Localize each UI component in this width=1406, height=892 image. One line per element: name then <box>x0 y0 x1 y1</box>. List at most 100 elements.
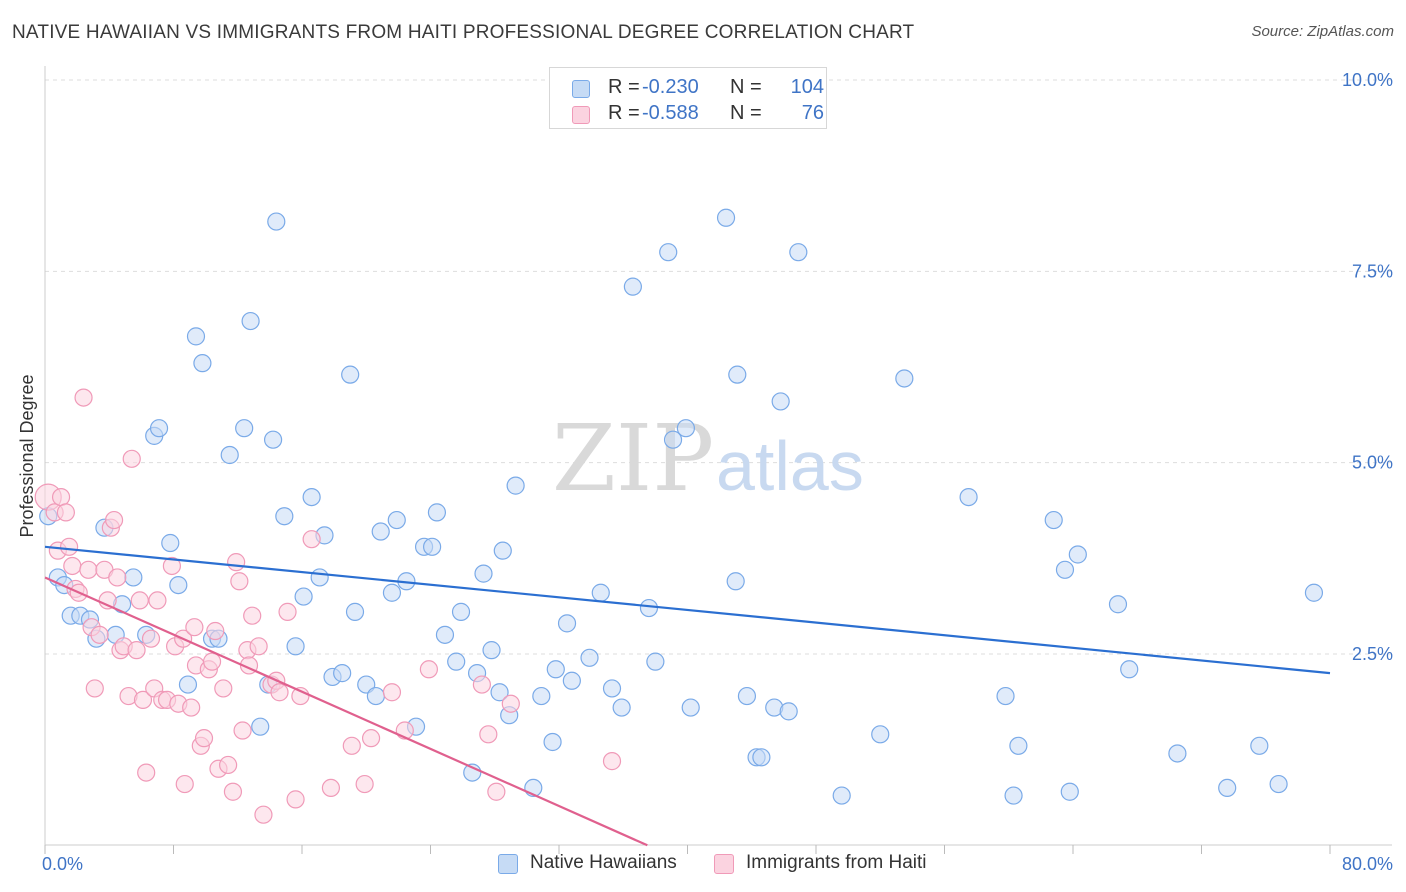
point-native-hawaiians <box>716 208 736 227</box>
point-native-hawaiians <box>612 698 631 717</box>
point-native-hawaiians <box>1108 595 1128 614</box>
point-native-hawaiians <box>451 602 471 621</box>
point-immigrants-from-haiti <box>278 602 297 621</box>
point-immigrants-from-haiti <box>321 778 341 798</box>
point-native-hawaiians <box>490 683 509 702</box>
point-native-hawaiians <box>447 652 466 671</box>
point-native-hawaiians <box>623 277 642 296</box>
point-native-hawaiians <box>779 702 798 721</box>
point-immigrants-from-haiti <box>79 560 98 579</box>
y-tick-label: 7.5% <box>1352 261 1393 281</box>
point-immigrants-from-haiti <box>342 736 361 755</box>
x-tick-label: 0.0% <box>42 854 83 874</box>
trend-lines <box>44 545 1331 847</box>
point-immigrants-from-haiti <box>501 694 520 713</box>
point-native-hawaiians <box>771 392 790 411</box>
point-immigrants-from-haiti <box>233 721 252 740</box>
point-immigrants-from-haiti <box>472 675 491 694</box>
point-native-hawaiians <box>371 522 390 541</box>
point-native-hawaiians <box>1068 545 1087 564</box>
point-native-hawaiians <box>1304 583 1324 602</box>
point-native-hawaiians <box>1060 782 1079 801</box>
legend-swatch-immigrants-from-haiti <box>714 854 734 874</box>
point-immigrants-from-haiti <box>419 660 438 679</box>
stats-n-value: 76 <box>801 102 824 124</box>
point-native-hawaiians <box>193 354 212 373</box>
point-native-hawaiians <box>663 430 683 449</box>
point-native-hawaiians <box>602 679 622 698</box>
point-native-hawaiians <box>302 487 321 507</box>
point-native-hawaiians <box>186 327 206 346</box>
point-immigrants-from-haiti <box>479 725 498 744</box>
point-immigrants-from-haiti <box>286 790 305 809</box>
point-native-hawaiians <box>235 419 254 438</box>
point-immigrants-from-haiti <box>85 679 104 698</box>
stats-n-value: 104 <box>790 76 824 98</box>
point-native-hawaiians <box>267 212 286 231</box>
point-native-hawaiians <box>646 652 665 671</box>
point-native-hawaiians <box>493 541 512 560</box>
stats-r-label: R = <box>608 102 640 124</box>
stats-n-label: N = <box>730 76 762 98</box>
point-immigrants-from-haiti <box>185 618 204 637</box>
trend-line-native-hawaiians <box>44 545 1331 675</box>
point-native-hawaiians <box>310 568 329 587</box>
tick-labels: 2.5% 5.0% 7.5% 10.0% 0.0% 80.0% <box>42 70 1393 874</box>
point-native-hawaiians <box>676 419 695 438</box>
x-tick-label: 80.0% <box>1342 854 1393 874</box>
point-native-hawaiians <box>681 698 700 717</box>
point-immigrants-from-haiti <box>487 782 506 801</box>
stats-r-value: -0.588 <box>642 102 699 124</box>
axes <box>44 66 1392 854</box>
point-immigrants-from-haiti <box>249 637 268 656</box>
point-native-hawaiians <box>591 583 610 602</box>
point-immigrants-from-haiti <box>302 530 321 549</box>
point-native-hawaiians <box>220 445 239 465</box>
legend: Native Hawaiians Immigrants from Haiti <box>0 852 1406 878</box>
point-native-hawaiians <box>169 575 188 595</box>
point-native-hawaiians <box>427 503 447 522</box>
point-native-hawaiians <box>1250 736 1269 755</box>
point-native-hawaiians <box>1168 744 1187 763</box>
point-native-hawaiians <box>149 419 169 438</box>
point-immigrants-from-haiti <box>56 503 75 522</box>
point-native-hawaiians <box>546 660 565 679</box>
point-immigrants-from-haiti <box>63 556 82 576</box>
y-tick-label: 10.0% <box>1342 70 1393 90</box>
point-immigrants-from-haiti <box>602 752 622 771</box>
point-native-hawaiians <box>543 732 562 752</box>
point-native-hawaiians <box>1218 778 1237 798</box>
watermark-atlas: atlas <box>716 427 864 505</box>
stats-swatch-native-hawaiians <box>572 80 590 98</box>
point-native-hawaiians <box>959 487 978 507</box>
point-native-hawaiians <box>1044 510 1063 530</box>
point-immigrants-from-haiti <box>108 568 127 587</box>
chart-source: Source: ZipAtlas.com <box>1251 23 1394 40</box>
point-native-hawaiians <box>178 675 198 694</box>
point-native-hawaiians <box>1120 660 1139 679</box>
y-tick-label: 5.0% <box>1352 453 1393 473</box>
gridlines <box>45 79 1392 655</box>
point-immigrants-from-haiti <box>175 774 194 794</box>
point-immigrants-from-haiti <box>214 679 233 698</box>
point-immigrants-from-haiti <box>59 537 79 556</box>
point-native-hawaiians <box>832 786 851 805</box>
point-immigrants-from-haiti <box>230 572 249 591</box>
point-immigrants-from-haiti <box>243 606 262 625</box>
point-immigrants-from-haiti <box>223 782 243 801</box>
point-immigrants-from-haiti <box>206 621 225 641</box>
point-native-hawaiians <box>263 430 283 449</box>
point-immigrants-from-haiti <box>382 683 402 702</box>
point-native-hawaiians <box>387 510 406 530</box>
point-immigrants-from-haiti <box>133 690 153 709</box>
point-immigrants-from-haiti <box>361 729 381 748</box>
point-native-hawaiians <box>345 602 365 621</box>
point-immigrants-from-haiti <box>270 683 289 702</box>
point-native-hawaiians <box>871 725 890 744</box>
point-native-hawaiians <box>895 369 914 388</box>
point-native-hawaiians <box>474 564 493 583</box>
point-native-hawaiians <box>532 686 551 706</box>
point-native-hawaiians <box>659 243 678 262</box>
point-native-hawaiians <box>423 537 442 556</box>
